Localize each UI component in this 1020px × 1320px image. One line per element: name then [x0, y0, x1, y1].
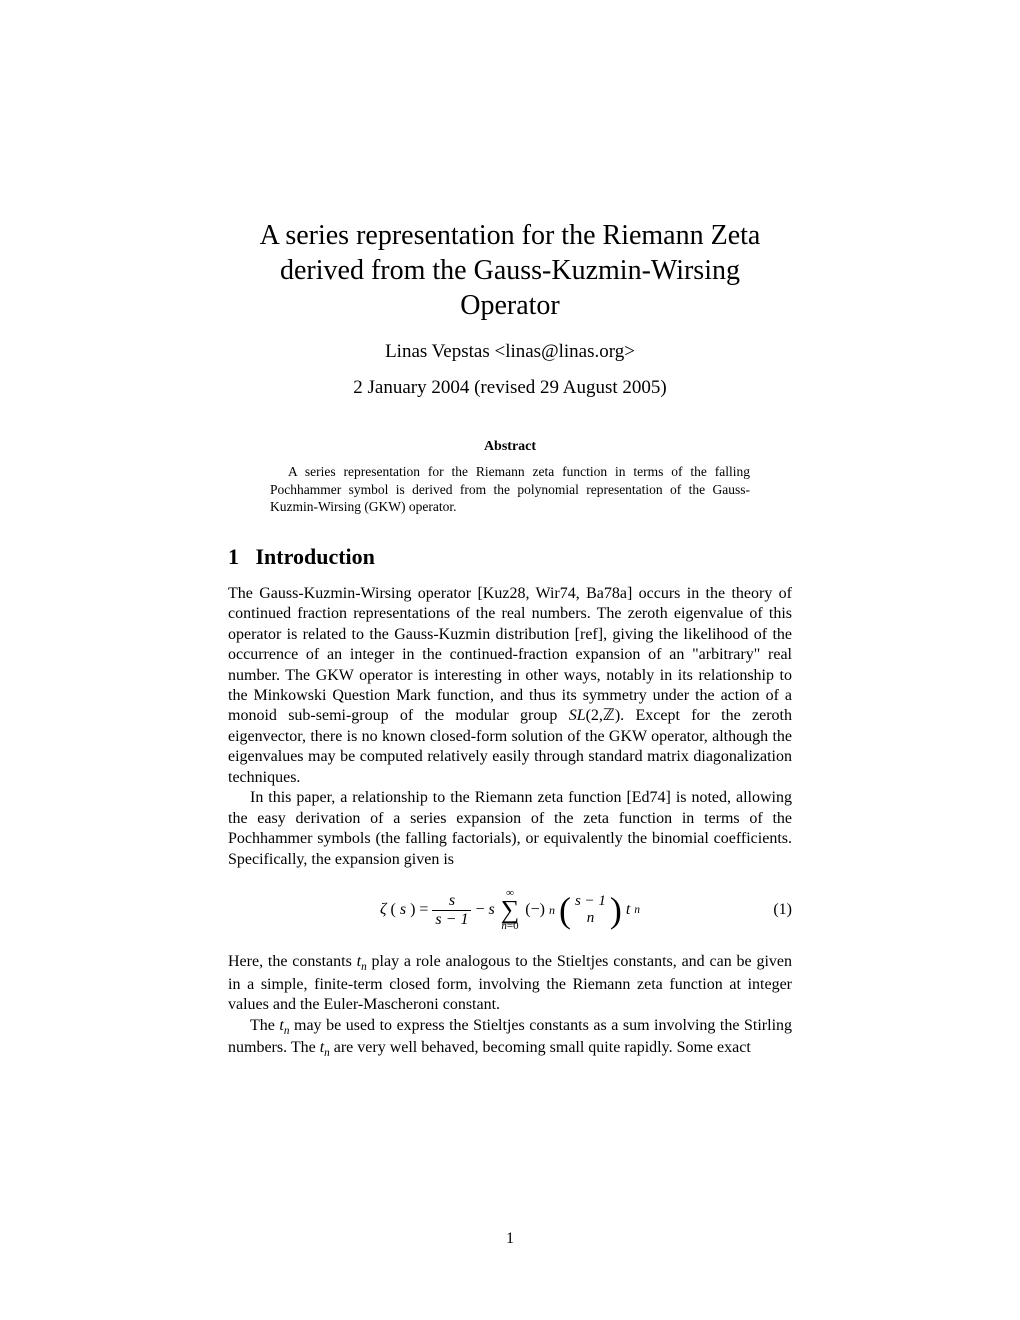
- paper-title: A series representation for the Riemann …: [228, 218, 792, 323]
- binom-top: s − 1: [575, 893, 606, 910]
- section-1-heading: 1 Introduction: [228, 544, 792, 570]
- frac-1: s s − 1: [432, 893, 471, 928]
- sign-base: (−): [525, 901, 545, 919]
- abstract-heading: Abstract: [228, 439, 792, 455]
- rparen-icon: ): [610, 896, 622, 925]
- binom-bot: n: [587, 910, 595, 927]
- zeta-symbol: ζ: [380, 901, 386, 919]
- para4c-text: are very well behaved, becoming small qu…: [330, 1039, 751, 1056]
- intro-para-2: In this paper, a relationship to the Rie…: [228, 788, 792, 870]
- lparen-icon: (: [559, 896, 571, 925]
- author-line: Linas Vepstas <linas@linas.org>: [228, 341, 792, 363]
- page-number: 1: [0, 1230, 1020, 1248]
- intro-para-4: The tn may be used to express the Stielt…: [228, 1016, 792, 1061]
- zeta-arg: s: [400, 901, 406, 919]
- sum-lower: n=0: [501, 921, 518, 932]
- tail-n: n: [634, 904, 640, 916]
- equation-1-number: (1): [773, 901, 792, 919]
- sl-text: SL: [569, 707, 586, 724]
- para3a-text: Here, the constants: [228, 953, 357, 970]
- equation-1-row: ζ(s) = s s − 1 − s ∞ ∑ n=0 (−)n ( s − 1 …: [228, 882, 792, 938]
- intro-para-3: Here, the constants tn play a role analo…: [228, 952, 792, 1015]
- abstract-text: A series representation for the Riemann …: [228, 463, 792, 516]
- sum-block: ∞ ∑ n=0: [501, 888, 520, 932]
- coef-s: s: [488, 901, 494, 919]
- intro-para-1: The Gauss-Kuzmin-Wirsing operator [Kuz28…: [228, 584, 792, 789]
- date-line: 2 January 2004 (revised 29 August 2005): [228, 377, 792, 399]
- binom-block: ( s − 1 n ): [559, 893, 622, 928]
- section-title: Introduction: [256, 544, 375, 569]
- equation-1: ζ(s) = s s − 1 − s ∞ ∑ n=0 (−)n ( s − 1 …: [380, 888, 640, 932]
- minus-op: −: [475, 901, 484, 919]
- tail-t: t: [626, 901, 630, 919]
- sigma-icon: ∑: [501, 899, 520, 921]
- page-content: A series representation for the Riemann …: [0, 0, 1020, 1061]
- para1a-text: The Gauss-Kuzmin-Wirsing operator [Kuz28…: [228, 585, 792, 725]
- sign-exp: n: [549, 903, 555, 918]
- frac1-num: s: [446, 893, 458, 910]
- frac1-den: s − 1: [432, 910, 471, 928]
- section-number: 1: [228, 544, 239, 569]
- sl-args: (2,ℤ).: [586, 707, 636, 724]
- para4a-text: The: [250, 1017, 279, 1034]
